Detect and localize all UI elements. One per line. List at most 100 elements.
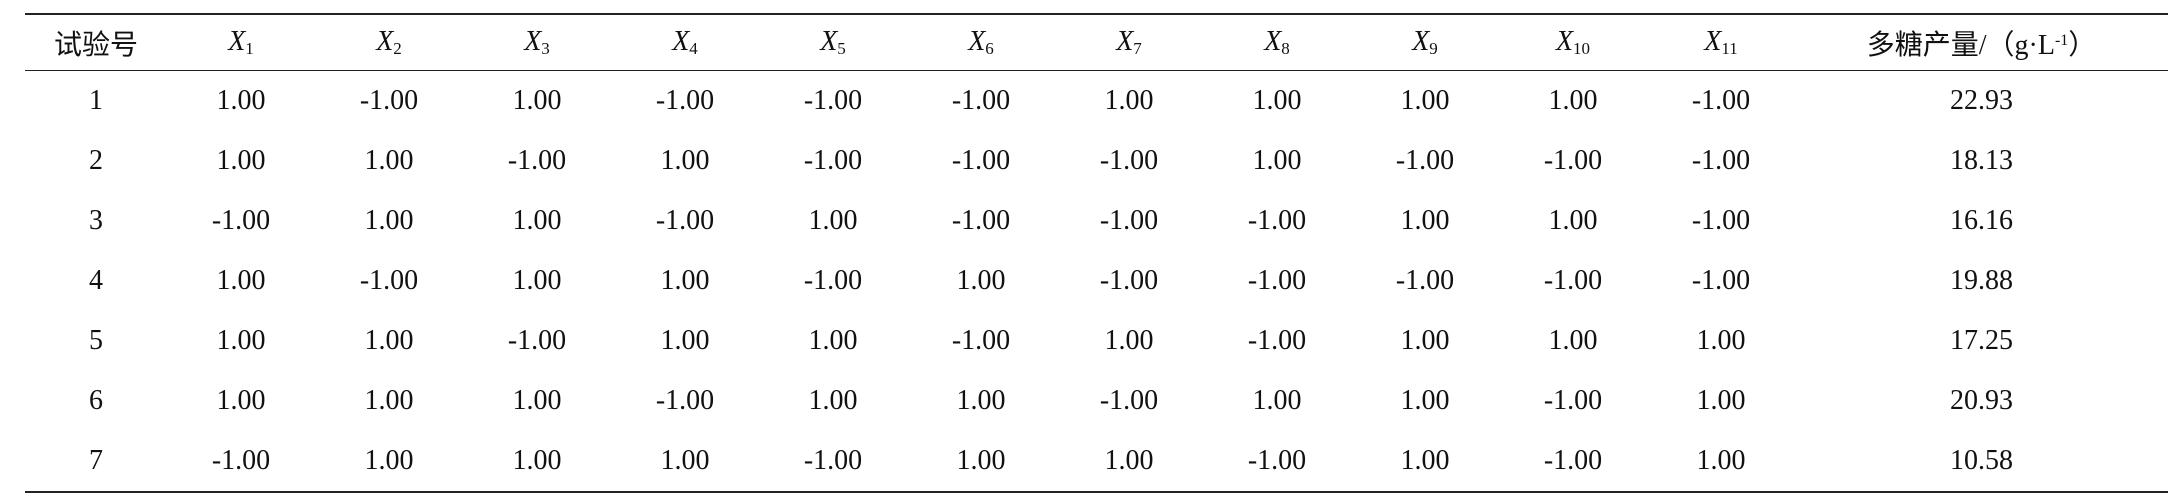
table-cell: 1.00	[1696, 325, 1746, 356]
table-cell: 1.00	[1548, 205, 1598, 236]
table-cell: -1.00	[1099, 385, 1159, 416]
table-cell: -1.00	[655, 385, 715, 416]
table-cell: 5	[89, 325, 103, 356]
table-cell: 1.00	[364, 445, 414, 476]
header-superscript: -1	[2054, 31, 2069, 49]
table-cell: 1.00	[1104, 325, 1154, 356]
table-cell: -1.00	[1099, 265, 1159, 296]
header-row: 试验号 X1 X2 X3 X4 X5 X6 X7 X8 X9 X10 X11 多糖产量/（g·L-1）	[25, 14, 2168, 71]
table-cell: -1.00	[1543, 145, 1603, 176]
table-cell: 1.00	[1548, 325, 1598, 356]
table-cell: -1.00	[803, 265, 863, 296]
header-cell: X2	[315, 14, 463, 71]
table-cell: 1.00	[1400, 85, 1450, 116]
table-cell: 1.00	[216, 85, 266, 116]
table-cell: 1.00	[1696, 445, 1746, 476]
table-cell: -1.00	[1691, 205, 1751, 236]
table-cell: -1.00	[1247, 445, 1307, 476]
header-cell: X5	[759, 14, 907, 71]
table-cell: -1.00	[655, 205, 715, 236]
table-cell: 1.00	[1252, 385, 1302, 416]
header-cell: X9	[1351, 14, 1499, 71]
table-cell: 1.00	[364, 385, 414, 416]
header-text: X	[820, 26, 838, 57]
table-cell: -1.00	[211, 205, 271, 236]
table-cell: 1.00	[216, 385, 266, 416]
table-cell: -1.00	[507, 325, 567, 356]
table-row: 6 1.00 1.00 1.00 -1.00 1.00 1.00 -1.00 1.00 1.00 -…	[25, 371, 2168, 431]
table-cell: 1.00	[1400, 325, 1450, 356]
header-cell: X3	[463, 14, 611, 71]
table-cell: 1.00	[512, 385, 562, 416]
table-cell: -1.00	[1543, 385, 1603, 416]
header-subscript: 10	[1573, 39, 1591, 58]
header-text-tail: ）	[2068, 29, 2097, 61]
table-cell: -1.00	[1395, 145, 1455, 176]
table-cell: 1.00	[512, 265, 562, 296]
header-subscript: 6	[985, 39, 994, 58]
header-text: X	[228, 26, 246, 57]
table-wrapper: 试验号 X1 X2 X3 X4 X5 X6 X7 X8 X9 X10 X11 多糖产量/（g·L-1） …	[25, 13, 2168, 493]
table-row: 1 1.00 -1.00 1.00 -1.00 -1.00 -1.00 1.00 1.00 1.0…	[25, 71, 2168, 132]
header-text: 试验号	[53, 29, 138, 61]
header-text: X	[524, 26, 542, 57]
table-cell: 2	[89, 145, 103, 176]
table-header: 试验号 X1 X2 X3 X4 X5 X6 X7 X8 X9 X10 X11 多糖产量/（g·L-1）	[25, 14, 2168, 71]
table-cell: -1.00	[803, 145, 863, 176]
header-cell: X6	[907, 14, 1055, 71]
table-cell: 17.25	[1950, 325, 2013, 356]
header-subscript: 11	[1721, 39, 1738, 58]
table-cell: 20.93	[1950, 385, 2013, 416]
table-cell: -1.00	[803, 445, 863, 476]
table-cell: 1.00	[512, 85, 562, 116]
table-cell: -1.00	[1099, 205, 1159, 236]
table-cell: 1.00	[512, 205, 562, 236]
table-cell: 1.00	[364, 145, 414, 176]
table-cell: 7	[89, 445, 103, 476]
table-cell: 18.13	[1950, 145, 2013, 176]
table-cell: -1.00	[1395, 265, 1455, 296]
table-cell: -1.00	[1247, 205, 1307, 236]
table-cell: 1.00	[956, 265, 1006, 296]
table-cell: 16.16	[1950, 205, 2013, 236]
table-cell: -1.00	[359, 85, 419, 116]
table-cell: 1.00	[364, 205, 414, 236]
header-text: X	[1264, 26, 1282, 57]
table-cell: 1.00	[1400, 205, 1450, 236]
table-cell: 1	[89, 85, 103, 116]
header-text: X	[968, 26, 986, 57]
table-cell: 1.00	[364, 325, 414, 356]
table-cell: 1.00	[956, 445, 1006, 476]
table-cell: -1.00	[803, 85, 863, 116]
header-cell: X11	[1647, 14, 1795, 71]
table-cell: -1.00	[1543, 265, 1603, 296]
header-subscript: 4	[689, 39, 698, 58]
table-cell: 1.00	[1252, 145, 1302, 176]
table-cell: -1.00	[211, 445, 271, 476]
table-cell: -1.00	[655, 85, 715, 116]
header-subscript: 8	[1281, 39, 1290, 58]
table-body: 1 1.00 -1.00 1.00 -1.00 -1.00 -1.00 1.00 1.00 1.0…	[25, 71, 2168, 492]
header-subscript: 1	[245, 39, 254, 58]
table-cell: -1.00	[1691, 265, 1751, 296]
table-cell: 1.00	[1548, 85, 1598, 116]
table-cell: 1.00	[1400, 445, 1450, 476]
table-cell: -1.00	[507, 145, 567, 176]
header-cell: X10	[1499, 14, 1647, 71]
header-text: X	[1555, 26, 1574, 57]
table-cell: 1.00	[808, 205, 858, 236]
header-cell: X1	[167, 14, 315, 71]
header-subscript: 7	[1133, 39, 1142, 58]
header-cell: X4	[611, 14, 759, 71]
table-cell: -1.00	[951, 145, 1011, 176]
table-cell: 1.00	[808, 385, 858, 416]
table-cell: 1.00	[216, 325, 266, 356]
table-cell: 1.00	[1104, 445, 1154, 476]
header-text: X	[1412, 26, 1430, 57]
table-cell: 1.00	[512, 445, 562, 476]
table-cell: 22.93	[1950, 85, 2013, 116]
header-text: 多糖产量/（g·L	[1866, 29, 2055, 61]
table-row: 5 1.00 1.00 -1.00 1.00 1.00 -1.00 1.00 -1.00 1.00…	[25, 311, 2168, 371]
table-cell: -1.00	[1543, 445, 1603, 476]
